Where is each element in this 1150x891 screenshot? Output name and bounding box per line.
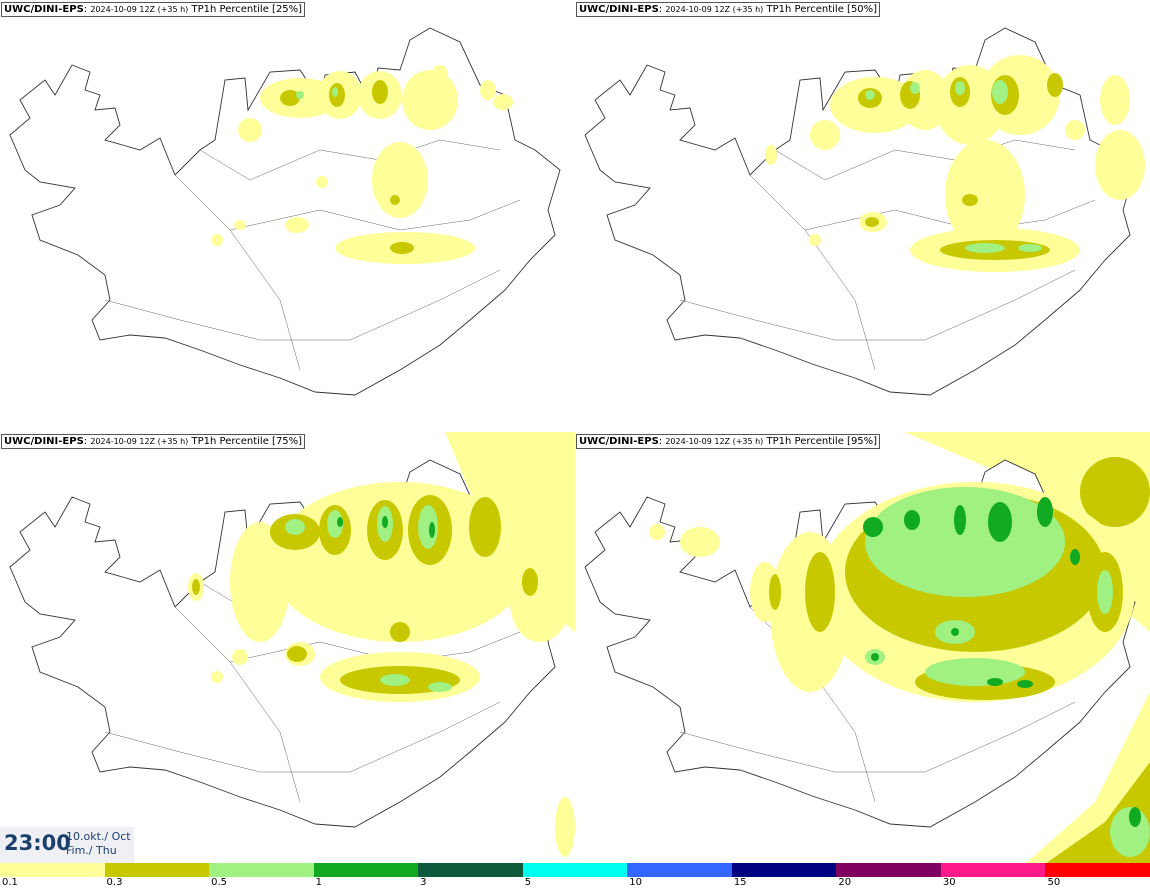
precip-green-sea — [1129, 807, 1141, 827]
legend-swatch — [940, 863, 1046, 877]
legend-tick-label: 0.5 — [211, 877, 227, 888]
precip-green — [863, 497, 1080, 688]
legend-tick-label: 0.1 — [2, 877, 18, 888]
product-name: TP1h Percentile — [766, 4, 844, 15]
panel-title: UWC/DINI-EPS: 2024-10-09 12Z (+35 h) TP1… — [1, 434, 306, 449]
legend-tick-label: 10 — [629, 877, 642, 888]
legend-swatch — [0, 863, 105, 877]
map-panel-p95: UWC/DINI-EPS: 2024-10-09 12Z (+35 h) TP1… — [575, 432, 1150, 864]
valid-date-line: 10.okt./ Oct — [66, 830, 131, 843]
precip-lightgreen — [865, 80, 1042, 253]
legend-swatch — [522, 863, 628, 877]
precip-map — [9, 27, 561, 396]
product-name: TP1h Percentile — [766, 436, 844, 447]
precip-lightgreen — [285, 505, 452, 692]
map-panel-p50: UWC/DINI-EPS: 2024-10-09 12Z (+35 h) TP1… — [575, 0, 1150, 432]
legend-tick-label: 30 — [942, 877, 956, 888]
map-panel-p25: UWC/DINI-EPS: 2024-10-09 12Z (+35 h) TP1… — [0, 0, 575, 432]
map-panel-p75: UWC/DINI-EPS: 2024-10-09 12Z (+35 h) TP1… — [0, 432, 575, 864]
legend-swatch — [627, 863, 732, 877]
valid-weekday: Fim./ Thu — [66, 844, 117, 857]
precip-green — [337, 516, 435, 538]
percentile-label: [75%] — [272, 436, 303, 447]
precip-map — [584, 27, 1145, 396]
color-legend: 0.1 0.3 0.5 1 3 5 10 15 20 30 50 — [0, 863, 1150, 891]
product-name: TP1h Percentile — [191, 4, 269, 15]
legend-tick-label: 1 — [315, 877, 322, 888]
legend-swatch — [104, 863, 210, 877]
valid-date: 10.okt./ Oct Fim./ Thu — [66, 830, 131, 858]
legend-tick-label: 3 — [420, 877, 427, 888]
model-source: UWC/DINI-EPS — [579, 436, 659, 447]
product-name: TP1h Percentile — [191, 436, 269, 447]
run-time: 2024-10-09 12Z (+35 h) — [90, 437, 189, 446]
legend-swatch — [731, 863, 837, 877]
legend-swatch — [836, 863, 941, 877]
model-source: UWC/DINI-EPS — [4, 436, 84, 447]
legend-swatch — [1045, 863, 1150, 877]
legend-swatch — [418, 863, 523, 877]
panel-title: UWC/DINI-EPS: 2024-10-09 12Z (+35 h) TP1… — [576, 434, 881, 449]
panel-title: UWC/DINI-EPS: 2024-10-09 12Z (+35 h) TP1… — [1, 2, 306, 17]
legend-colorbar — [0, 863, 1150, 877]
precip-lightgreen — [296, 87, 338, 99]
legend-swatch — [209, 863, 314, 877]
percentile-label: [95%] — [847, 436, 878, 447]
panel-title: UWC/DINI-EPS: 2024-10-09 12Z (+35 h) TP1… — [576, 2, 881, 17]
precip-map — [584, 432, 1150, 864]
percentile-label: [50%] — [847, 4, 878, 15]
legend-tick-label: 5 — [524, 877, 532, 888]
precip-olive — [280, 80, 414, 254]
run-time: 2024-10-09 12Z (+35 h) — [665, 5, 764, 14]
run-time: 2024-10-09 12Z (+35 h) — [90, 5, 189, 14]
precip-map — [9, 432, 575, 857]
valid-time-box: 23:00 10.okt./ Oct Fim./ Thu — [0, 827, 134, 863]
legend-swatch — [313, 863, 419, 877]
legend-tick-label: 50 — [1047, 877, 1061, 888]
legend-tick-label: 15 — [733, 877, 747, 888]
valid-hour: 23:00 — [4, 831, 71, 855]
model-source: UWC/DINI-EPS — [579, 4, 659, 15]
percentile-label: [25%] — [272, 4, 303, 15]
legend-tick-label: 20 — [838, 877, 852, 888]
legend-tick-label: 0.3 — [106, 877, 123, 888]
model-source: UWC/DINI-EPS — [4, 4, 84, 15]
run-time: 2024-10-09 12Z (+35 h) — [665, 437, 764, 446]
